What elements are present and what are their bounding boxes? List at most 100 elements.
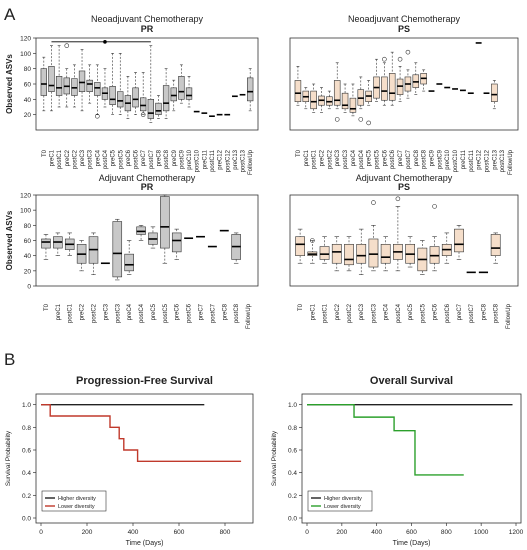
box-body	[247, 77, 254, 102]
box-body	[381, 76, 388, 101]
box-11	[381, 62, 388, 106]
box-body	[162, 85, 170, 112]
y-tick-label: 100	[20, 51, 31, 58]
box-8	[101, 68, 109, 108]
box-1	[48, 45, 55, 112]
x-tick-label: postC5	[163, 303, 169, 323]
x-tick-label: preC4	[384, 303, 390, 320]
x-tick-label: preC1	[310, 303, 316, 320]
box-7	[124, 240, 134, 275]
panel-title: PS	[398, 24, 410, 34]
x-tick-label: preC6	[382, 149, 388, 166]
outlier-point	[366, 120, 371, 126]
x-tick-label: postC8	[164, 149, 170, 169]
box-body	[368, 238, 379, 268]
legend-label: Higher diversity	[58, 496, 96, 502]
outlier-point	[64, 43, 70, 48]
outlier-point	[95, 113, 100, 119]
x-tick-label: postC7	[406, 149, 412, 169]
box-4	[71, 64, 78, 108]
box-8	[393, 206, 403, 272]
outlier-point	[432, 204, 437, 209]
box-body	[40, 68, 47, 96]
x-tick-label: postC7	[469, 303, 475, 323]
box-16	[490, 232, 501, 264]
outlier-point	[397, 56, 403, 62]
x-tick-label: postC6	[390, 149, 396, 169]
x-tick-label: postC2	[72, 149, 78, 169]
x-tick-label: postC1	[68, 303, 74, 323]
x-tick-label: preC5	[367, 149, 373, 166]
x-tick-label: T0	[42, 149, 48, 157]
x-tick-label: preC11	[461, 149, 467, 169]
y-axis-label: Survival Probability	[271, 430, 278, 486]
box-6	[112, 218, 123, 281]
x-tick-label: 400	[371, 529, 382, 536]
x-tick-label: preC1	[56, 303, 62, 320]
x-tick-label: postC3	[343, 149, 349, 169]
box-11	[429, 236, 440, 272]
x-tick-label: preC7	[199, 303, 205, 320]
x-tick-label: preC3	[359, 303, 365, 320]
x-axis-label: Time (Days)	[393, 540, 431, 547]
x-tick-label: preC7	[457, 303, 463, 320]
x-tick-label: postC1	[312, 149, 318, 169]
panel-title: PR	[141, 24, 154, 34]
x-tick-label: preC5	[151, 303, 157, 320]
box-body	[171, 232, 182, 253]
box-16	[231, 232, 241, 264]
box-body	[178, 76, 185, 100]
x-axis-label: Time (Days)	[126, 540, 164, 547]
x-tick-label: 800	[441, 529, 452, 536]
box-body	[356, 243, 367, 264]
box-body	[155, 102, 162, 115]
x-tick-label: postC7	[210, 303, 216, 323]
x-tick-label: postC6	[445, 303, 451, 323]
plot-frame	[35, 393, 254, 524]
box-17	[170, 79, 177, 112]
box-15	[155, 95, 162, 119]
x-tick-label: postC12	[225, 149, 231, 172]
x-tick-label: 0	[39, 529, 43, 536]
x-tick-label: 200	[336, 529, 347, 536]
outlier-point	[140, 112, 146, 117]
box-8	[357, 76, 365, 110]
y-tick-label: 100	[20, 208, 31, 215]
x-tick-label: preC8	[156, 149, 162, 166]
x-tick-label: postC1	[57, 149, 63, 169]
y-axis-label: Observed ASVs	[5, 210, 14, 270]
x-tick-label: preC8	[481, 303, 487, 320]
x-tick-label: preC3	[80, 149, 86, 166]
box-body	[454, 228, 464, 253]
x-tick-label: preC9	[172, 149, 178, 166]
x-tick-label: preC8	[414, 149, 420, 166]
x-tick-label: preC6	[126, 149, 132, 166]
x-tick-label: postC3	[88, 149, 94, 169]
legend: Higher diversity Lower diversity	[307, 490, 373, 512]
km-panel-1: Overall Survival 0 200 400 600 800 1000 1200 0.0…	[271, 375, 524, 547]
y-tick-label: 20	[24, 112, 32, 119]
box-body	[160, 196, 170, 249]
x-tick-label: 400	[128, 529, 139, 536]
panel-title: PR	[141, 182, 154, 192]
y-tick-label: 1.0	[288, 402, 297, 409]
x-tick-label: T0	[296, 149, 302, 157]
box-5	[78, 49, 86, 112]
x-tick-label: postC4	[103, 149, 109, 169]
box-0	[295, 228, 305, 264]
y-tick-label: 60	[24, 82, 32, 89]
box-10	[117, 53, 124, 115]
box-9	[405, 236, 415, 268]
x-tick-label: postC2	[327, 149, 333, 169]
box-body	[112, 221, 123, 278]
x-tick-label: preC7	[398, 149, 404, 166]
x-tick-label: postC7	[149, 149, 155, 169]
x-tick-label: postC9	[179, 149, 185, 169]
box-1	[307, 240, 318, 264]
x-tick-label: preC2	[335, 303, 341, 320]
box-4	[344, 236, 354, 272]
panel-suptitle: Neoadjuvant Chemotherapy	[91, 14, 204, 24]
x-tick-label: postC4	[139, 303, 145, 323]
